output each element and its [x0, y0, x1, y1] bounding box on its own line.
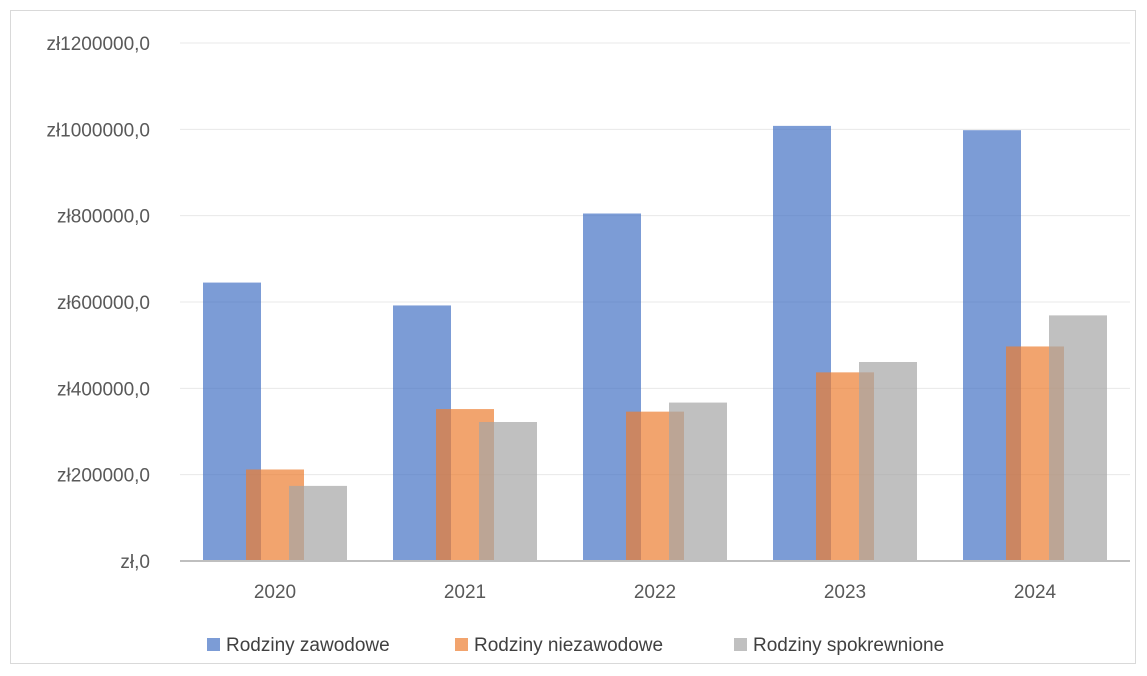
- bar-rodziny-spokrewnione-2022: [669, 402, 727, 561]
- x-tick-label: 2021: [444, 582, 486, 603]
- legend-swatch: [734, 638, 747, 651]
- x-axis-tick-labels: 2020 2021 2022 2023 2024: [254, 582, 1057, 603]
- legend-label: Rodziny spokrewnione: [753, 635, 944, 656]
- bar-rodziny-spokrewnione-2023: [859, 362, 917, 561]
- bar-rodziny-spokrewnione-2024: [1049, 315, 1107, 561]
- y-tick-label: zł1200000,0: [46, 34, 150, 55]
- legend-label: Rodziny zawodowe: [226, 635, 390, 656]
- bars: [203, 125, 1107, 562]
- y-tick-label: zł600000,0: [57, 293, 150, 314]
- y-tick-label: zł400000,0: [57, 379, 150, 400]
- y-axis-tick-labels: zł,0 zł200000,0 zł400000,0 zł600000,0 zł8000…: [46, 34, 150, 573]
- legend-swatch: [455, 638, 468, 651]
- y-tick-label: zł1000000,0: [46, 120, 150, 141]
- x-tick-label: 2022: [634, 582, 676, 603]
- legend-swatch: [207, 638, 220, 651]
- x-tick-label: 2020: [254, 582, 296, 603]
- bar-rodziny-spokrewnione-2020: [289, 485, 347, 561]
- y-tick-label: zł800000,0: [57, 207, 150, 228]
- chart-frame: [10, 10, 1136, 664]
- y-tick-label: zł,0: [120, 552, 150, 573]
- x-tick-label: 2023: [824, 582, 866, 603]
- y-tick-label: zł200000,0: [57, 466, 150, 487]
- x-tick-label: 2024: [1014, 582, 1057, 603]
- legend-label: Rodziny niezawodowe: [474, 635, 663, 656]
- bar-rodziny-spokrewnione-2021: [479, 422, 537, 561]
- legend: Rodziny zawodowe Rodziny niezawodowe Rodzi…: [207, 635, 944, 656]
